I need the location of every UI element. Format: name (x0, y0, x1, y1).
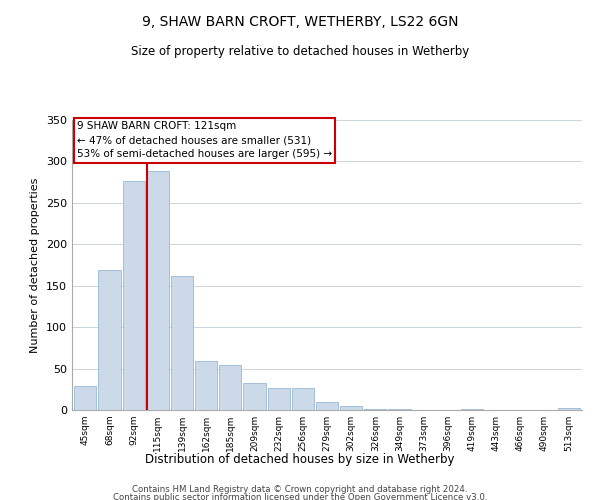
Bar (244, 382, 266, 410)
Bar (219, 366, 241, 410)
Text: Contains public sector information licensed under the Open Government Licence v3: Contains public sector information licen… (113, 492, 487, 500)
Text: Distribution of detached houses by size in Wetherby: Distribution of detached houses by size … (145, 452, 455, 466)
Bar (364, 409, 386, 410)
Y-axis label: Number of detached properties: Number of detached properties (31, 178, 40, 352)
Text: Size of property relative to detached houses in Wetherby: Size of property relative to detached ho… (131, 45, 469, 58)
Bar (268, 388, 290, 410)
Bar (171, 276, 193, 410)
Bar (461, 409, 483, 410)
Bar (122, 182, 145, 410)
Bar (195, 361, 217, 410)
Bar (292, 388, 314, 410)
Bar (98, 270, 121, 410)
Text: 9, SHAW BARN CROFT, WETHERBY, LS22 6GN: 9, SHAW BARN CROFT, WETHERBY, LS22 6GN (142, 15, 458, 29)
Text: 9 SHAW BARN CROFT: 121sqm
← 47% of detached houses are smaller (531)
53% of semi: 9 SHAW BARN CROFT: 121sqm ← 47% of detac… (77, 122, 332, 160)
Bar (388, 409, 410, 410)
Bar (316, 402, 338, 410)
Bar (340, 406, 362, 410)
Bar (74, 386, 97, 410)
Bar (146, 170, 169, 410)
Bar (557, 408, 580, 410)
Text: Contains HM Land Registry data © Crown copyright and database right 2024.: Contains HM Land Registry data © Crown c… (132, 485, 468, 494)
